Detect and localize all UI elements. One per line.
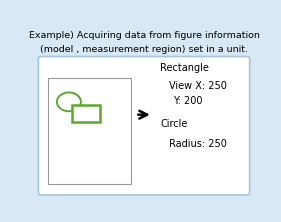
- Bar: [48, 78, 131, 184]
- Text: Rectangle: Rectangle: [160, 63, 209, 73]
- Text: Y: 200: Y: 200: [173, 96, 203, 106]
- Text: Circle: Circle: [160, 119, 188, 129]
- FancyBboxPatch shape: [38, 57, 250, 195]
- Circle shape: [57, 92, 81, 111]
- Text: (model , measurement region) set in a unit.: (model , measurement region) set in a un…: [40, 45, 248, 54]
- Bar: [72, 105, 101, 122]
- Text: View X: 250: View X: 250: [169, 81, 227, 91]
- Text: Radius: 250: Radius: 250: [169, 139, 227, 149]
- Text: Example) Acquiring data from figure information: Example) Acquiring data from figure info…: [29, 31, 259, 40]
